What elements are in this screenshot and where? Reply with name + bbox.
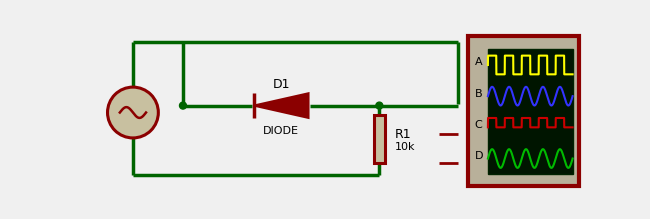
Text: D: D [474,151,483,161]
Bar [468,35,578,186]
Circle shape [376,102,383,109]
Polygon shape [254,93,309,118]
Text: A: A [475,57,482,67]
Text: DIODE: DIODE [263,126,299,136]
Text: C: C [474,120,482,130]
Circle shape [107,87,159,138]
Text: D1: D1 [272,78,290,90]
Text: B: B [475,89,482,99]
Bar [488,49,573,174]
Text: R1: R1 [395,128,411,141]
Text: 10k: 10k [395,142,415,152]
Bar [374,115,385,163]
Circle shape [179,102,187,109]
